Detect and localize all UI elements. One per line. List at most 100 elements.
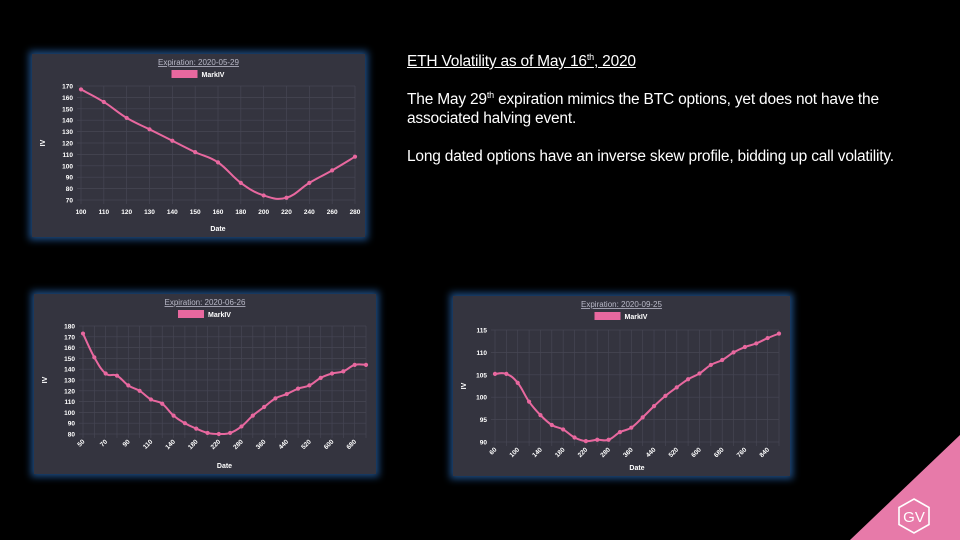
y-tick-label: 90 [66,175,74,182]
y-tick-label: 150 [62,106,73,113]
x-tick-label: 840 [758,446,771,459]
data-point [126,383,131,388]
y-tick-label: 170 [62,84,73,91]
data-point [228,430,233,436]
data-point [572,435,577,440]
x-tick-label: 50 [76,438,86,448]
y-tick-label: 115 [477,328,488,335]
y-axis-title: IV [461,382,468,389]
logo-triangle [850,435,960,540]
data-point [504,371,509,377]
paragraph-halving-end: expiration mimics the BTC options, yet d… [407,91,879,127]
x-tick-label: 100 [509,446,522,459]
y-tick-label: 110 [63,152,74,159]
data-point [205,430,210,436]
data-point [295,386,301,391]
paragraph-skew: Long dated options have an inverse skew … [407,148,894,165]
data-point [329,371,335,376]
gv-logo: GV [850,435,960,540]
commentary-text: ETH Volatility as of May 16th, 2020 The … [407,52,927,166]
data-point [182,421,187,426]
series-line [82,333,367,436]
data-point [261,193,266,198]
data-point [776,331,782,336]
x-tick-label: 360 [622,446,635,459]
data-point [78,87,84,92]
x-tick-label: 130 [144,209,155,216]
y-tick-label: 180 [64,324,75,331]
x-tick-label: 200 [258,209,269,216]
chart-expiration-2020-09-25: Expiration: 2020-09-25 MarkIV 90 95 100 105 11… [461,300,782,472]
y-tick-label: 80 [68,432,76,439]
data-point [80,331,86,336]
data-point [708,362,713,368]
data-point [583,439,588,444]
data-point [238,180,243,185]
paragraph-halving-start: The May 29 [407,91,487,108]
data-point [663,393,668,398]
slide-heading: ETH Volatility as of May 16th, 2020 [407,52,927,71]
x-tick-label: 280 [232,438,245,451]
x-tick-label: 70 [99,438,109,448]
data-point [640,415,645,420]
data-point [686,377,691,382]
y-tick-label: 160 [64,345,75,352]
x-tick-label: 440 [278,438,291,451]
series-line [494,332,780,443]
y-tick-label: 100 [64,410,75,417]
x-tick-label: 360 [255,438,268,451]
legend-label: MarkIV [202,72,225,79]
data-point [651,404,657,409]
x-tick-label: 160 [213,209,224,216]
data-point [352,154,358,159]
chart-panel-2: Expiration: 2020-06-26 MarkIV 80 90 100 110 12… [34,294,376,474]
data-point [330,168,335,173]
paragraph-halving-superscript: th [486,89,494,100]
data-point [561,427,566,432]
y-tick-label: 95 [480,417,488,424]
logo-hexagon-icon [898,498,930,534]
x-tick-label: 90 [122,438,132,448]
x-tick-label: 220 [281,209,292,216]
x-tick-label: 100 [76,209,87,216]
x-tick-label: 680 [345,438,358,451]
legend-swatch [594,312,621,320]
x-tick-label: 260 [327,209,338,216]
x-tick-label: 140 [164,438,177,451]
x-tick-label: 110 [99,209,110,216]
y-tick-label: 130 [62,129,73,136]
x-tick-label: 760 [736,446,749,459]
data-point [137,388,142,393]
data-point [193,150,198,155]
data-point [160,401,165,406]
y-tick-label: 160 [62,95,73,102]
y-tick-label: 90 [68,421,76,428]
x-tick-label: 520 [300,438,313,451]
x-tick-label: 180 [235,209,246,216]
heading-superscript: th [586,51,594,62]
x-axis-title: Date [210,226,225,233]
y-tick-label: 140 [62,118,73,125]
y-tick-label: 170 [64,334,75,341]
data-point [731,350,736,355]
data-point [194,426,199,431]
data-point [92,355,97,360]
data-point [103,371,108,376]
y-tick-label: 110 [65,399,76,406]
data-point [273,396,278,401]
y-tick-label: 150 [64,356,75,363]
x-tick-label: 220 [210,438,223,451]
data-point [284,195,289,200]
data-point [101,99,106,105]
data-point [595,437,600,442]
y-tick-label: 80 [66,186,74,193]
y-tick-label: 105 [476,372,487,379]
x-tick-label: 180 [554,446,567,459]
data-point [114,373,120,378]
data-point [352,362,357,367]
heading-text: ETH Volatility as of May 16 [407,53,587,70]
data-point [492,371,498,377]
x-tick-label: 110 [142,438,155,451]
x-tick-label: 600 [690,446,703,459]
data-point [720,357,725,363]
